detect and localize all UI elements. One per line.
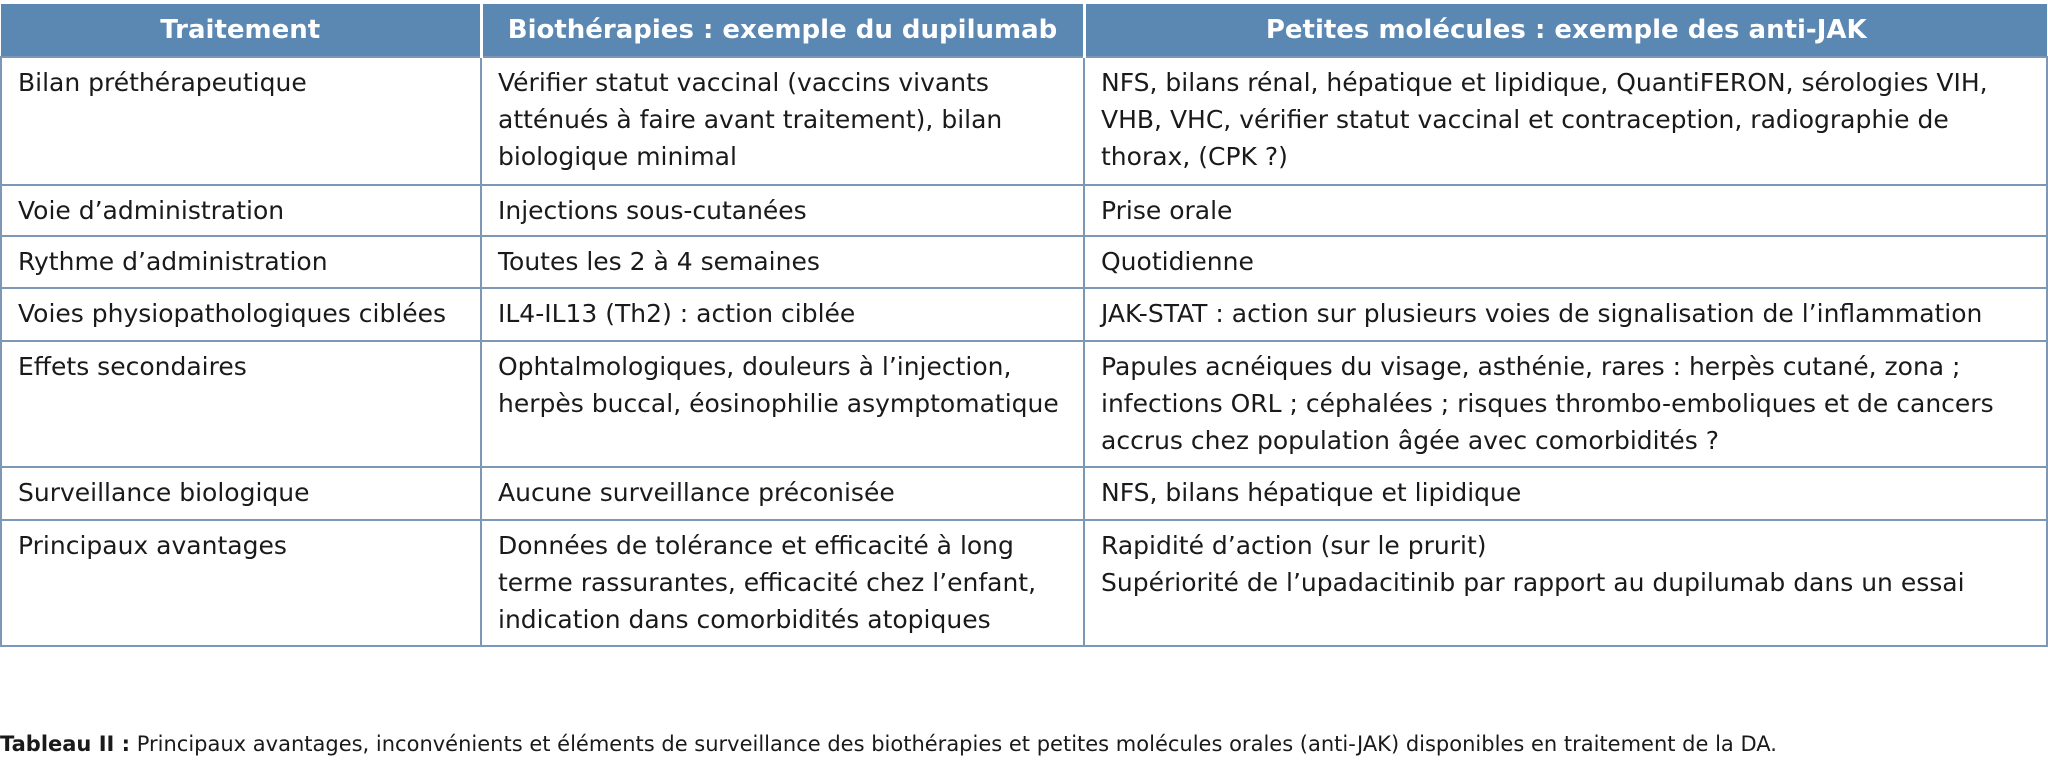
table-cell: Injections sous-cutanées (480, 184, 1085, 237)
row-label: Bilan préthérapeutique (0, 56, 482, 186)
caption: Tableau II : Principaux avantages, incon… (0, 732, 1777, 756)
table-row: Rythme d’administration Toutes les 2 à 4 … (0, 235, 2048, 289)
table-row: Bilan préthérapeutique Vérifier statut va… (0, 56, 2048, 186)
caption-text: Principaux avantages, inconvénients et é… (136, 732, 1777, 756)
table-cell: IL4-IL13 (Th2) : action ciblée (480, 287, 1085, 342)
row-label: Voie d’administration (0, 184, 482, 237)
caption-label: Tableau II : (0, 732, 131, 756)
table-row: Effets secondaires Ophtalmologiques, doul… (0, 340, 2048, 468)
table-cell: Quotidienne (1083, 235, 2048, 289)
table-cell: Données de tolérance et efficacité à lon… (480, 519, 1085, 647)
table-cell: Vérifier statut vaccinal (vaccins vivant… (480, 56, 1085, 186)
table-body: Bilan préthérapeutique Vérifier statut va… (0, 56, 2048, 647)
table-cell: Ophtalmologiques, douleurs à l’injection… (480, 340, 1085, 468)
table-cell: Rapidité d’action (sur le prurit) Supéri… (1083, 519, 2048, 647)
table-row: Principaux avantages Données de tolérance… (0, 519, 2048, 647)
table-cell: NFS, bilans rénal, hépatique et lipidiqu… (1083, 56, 2048, 186)
table-row: Voies physiopathologiques ciblées IL4-IL1… (0, 287, 2048, 342)
table-cell: Aucune surveillance préconisée (480, 466, 1085, 521)
table-row: Voie d’administration Injections sous-cut… (0, 184, 2048, 237)
table-cell: NFS, bilans hépatique et lipidique (1083, 466, 2048, 521)
table-cell: JAK-STAT : action sur plusieurs voies de… (1083, 287, 2048, 342)
comparison-table: Traitement Biothérapies : exemple du dupi… (0, 4, 2048, 647)
row-label: Surveillance biologique (0, 466, 482, 521)
row-label: Effets secondaires (0, 340, 482, 468)
table-cell: Prise orale (1083, 184, 2048, 237)
column-header: Petites molécules : exemple des anti-JAK (1082, 4, 2047, 57)
table-row: Surveillance biologique Aucune surveillan… (0, 466, 2048, 521)
column-header: Traitement (1, 4, 481, 57)
column-header: Biothérapies : exemple du dupilumab (479, 4, 1084, 57)
row-label: Voies physiopathologiques ciblées (0, 287, 482, 342)
header-row: Traitement Biothérapies : exemple du dupi… (1, 4, 2047, 57)
row-label: Rythme d’administration (0, 235, 482, 289)
row-label: Principaux avantages (0, 519, 482, 647)
table-cell: Toutes les 2 à 4 semaines (480, 235, 1085, 289)
table-cell: Papules acnéiques du visage, asthénie, r… (1083, 340, 2048, 468)
